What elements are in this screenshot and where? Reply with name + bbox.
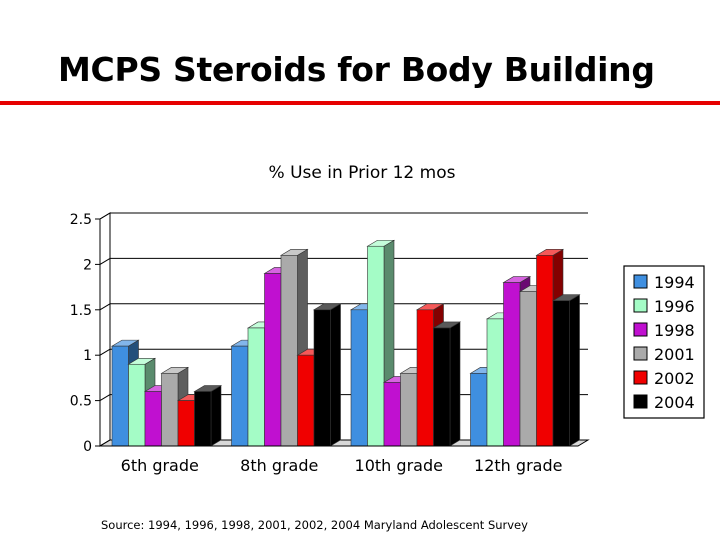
legend-swatch [633, 274, 648, 289]
source-note: Source: 1994, 1996, 1998, 2001, 2002, 20… [101, 518, 528, 532]
bar-front [503, 282, 521, 447]
bar-front [313, 309, 331, 447]
legend-swatch [633, 298, 648, 313]
slide-title: MCPS Steroids for Body Building [58, 50, 655, 89]
legend-label: 2002 [654, 369, 695, 388]
legend-swatch [633, 394, 648, 409]
bar-front [128, 363, 146, 447]
bar-front [486, 318, 504, 447]
legend-label: 2001 [654, 345, 695, 364]
gridline-depth [99, 439, 111, 447]
bar-side [330, 303, 341, 447]
title-rule [0, 101, 720, 105]
y-tick-label: 2.5 [70, 212, 92, 228]
bar-front [161, 373, 179, 447]
x-tick-label: 8th grade [240, 456, 318, 475]
legend-swatch [633, 322, 648, 337]
bar-front [433, 327, 451, 447]
legend-label: 1998 [654, 321, 695, 340]
bar-front [470, 373, 488, 447]
gridline-depth [99, 348, 111, 356]
y-tick-label: 2 [83, 257, 92, 273]
bar-front [231, 345, 249, 447]
legend-swatch [633, 370, 648, 385]
gridline-depth [99, 303, 111, 311]
bar-front [297, 354, 315, 447]
bar-front [144, 391, 162, 447]
bar [193, 384, 223, 447]
gridline-depth [99, 394, 111, 402]
bar-front [194, 391, 212, 447]
legend-swatch [633, 346, 648, 361]
bar-front [416, 309, 434, 447]
y-tick-label: 0 [83, 439, 92, 455]
bar-side [449, 321, 461, 447]
bar-front [280, 255, 298, 447]
bar [551, 294, 581, 447]
bar-front [552, 300, 570, 447]
bar-front [350, 309, 368, 447]
gridline-depth [99, 257, 111, 265]
y-tick-label: 1 [83, 348, 92, 364]
bar [312, 303, 342, 447]
bar-side [210, 384, 222, 447]
chart-title: % Use in Prior 12 mos [269, 163, 456, 183]
bar-front [536, 255, 554, 447]
bar-front [247, 327, 265, 447]
x-tick-label: 10th grade [355, 456, 443, 475]
y-tick-label: 0.5 [70, 394, 92, 410]
bar-front [111, 345, 129, 447]
side-wall [99, 212, 111, 447]
x-tick-label: 6th grade [121, 456, 199, 475]
legend-box [623, 265, 705, 419]
bar-front [264, 273, 282, 447]
y-tick-label: 1.5 [70, 303, 92, 319]
legend: 1994 1996 1998 2001 2002 2004 [623, 265, 705, 419]
bar [432, 321, 462, 447]
legend-label: 1996 [654, 297, 695, 316]
bar-front [400, 373, 418, 447]
bar-front [383, 382, 401, 447]
bar-front [519, 291, 537, 447]
bar-side [569, 294, 580, 447]
bar-front [177, 400, 195, 447]
x-tick-label: 12th grade [474, 456, 562, 475]
legend-label: 1994 [654, 273, 695, 292]
bar-front [367, 245, 385, 447]
gridline-depth [99, 212, 111, 220]
legend-label: 2004 [654, 393, 695, 412]
